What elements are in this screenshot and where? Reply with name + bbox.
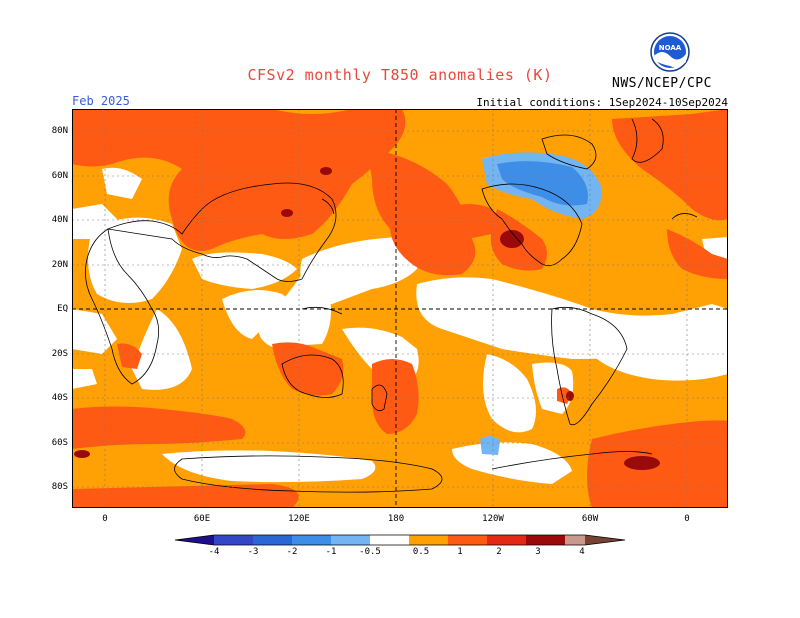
lat-label-60s: 60S: [51, 438, 68, 448]
colorbar-swatch-4-plus: [565, 535, 585, 545]
colorbar: [174, 534, 626, 546]
strong-positive-anomaly-regions: [74, 167, 660, 470]
colorbar-label-4: 4: [579, 547, 585, 557]
forecast-period: Feb 2025: [72, 94, 130, 108]
lon-label-60w: 60W: [581, 514, 599, 524]
colorbar-swatch-3-4: [526, 535, 565, 545]
lon-gridlines: [104, 109, 688, 508]
colorbar-outline: [174, 534, 626, 546]
colorbar-swatch-minus3-minus2: [253, 535, 292, 545]
lon-label-120e: 120E: [288, 514, 310, 524]
map-title: CFSv2 monthly T850 anomalies (K): [247, 66, 553, 84]
colorbar-label-3: 3: [535, 547, 541, 557]
lat-label-80s: 80S: [51, 482, 68, 492]
map-frame: [72, 109, 728, 508]
colorbar-swatch-2-3: [487, 535, 526, 545]
colorbar-label-minus2: -2: [286, 547, 298, 557]
anomaly-map: [72, 109, 728, 508]
lat-label-80n: 80N: [51, 126, 68, 136]
lat-label-eq: EQ: [57, 304, 68, 314]
lat-label-20n: 20N: [51, 260, 68, 270]
colorbar-label-05: 0.5: [412, 547, 430, 557]
lat-label-60n: 60N: [51, 171, 68, 181]
colorbar-label-2: 2: [496, 547, 502, 557]
colorbar-swatch-minus4-minus3: [214, 535, 253, 545]
colorbar-swatch-1-2: [448, 535, 487, 545]
lon-label-60e: 60E: [193, 514, 211, 524]
noaa-logo-icon: NOAA: [650, 32, 690, 72]
lon-label-0-east: 0: [684, 514, 690, 524]
colorbar-label-minus3: -3: [247, 547, 259, 557]
positive-anomaly-regions: [72, 109, 728, 508]
lon-label-120w: 120W: [482, 514, 504, 524]
neutral-anomaly-regions: [72, 129, 728, 484]
negative-anomaly-regions: [480, 152, 602, 455]
colorbar-label-minus4: -4: [208, 547, 220, 557]
lat-gridlines: [72, 130, 728, 488]
colorbar-swatch-neutral: [370, 535, 409, 545]
lat-label-40n: 40N: [51, 215, 68, 225]
initial-conditions: Initial conditions: 1Sep2024-10Sep2024: [476, 96, 728, 109]
colorbar-swatch-above-4: [585, 535, 625, 545]
colorbar-swatch-minus1-minus05: [331, 535, 370, 545]
lat-label-20s: 20S: [51, 349, 68, 359]
colorbar-swatch-minus2-minus1: [292, 535, 331, 545]
colorbar-swatch-05-1: [409, 535, 448, 545]
colorbar-label-minus1: -1: [325, 547, 337, 557]
lon-label-0-west: 0: [102, 514, 108, 524]
colorbar-label-minus05: -0.5: [359, 547, 381, 557]
lat-label-40s: 40S: [51, 393, 68, 403]
colorbar-swatch-below-4: [175, 535, 214, 545]
agency-label: NWS/NCEP/CPC: [612, 76, 712, 91]
colorbar-label-1: 1: [457, 547, 463, 557]
logo-text: NOAA: [659, 44, 682, 52]
lon-label-180: 180: [387, 514, 405, 524]
